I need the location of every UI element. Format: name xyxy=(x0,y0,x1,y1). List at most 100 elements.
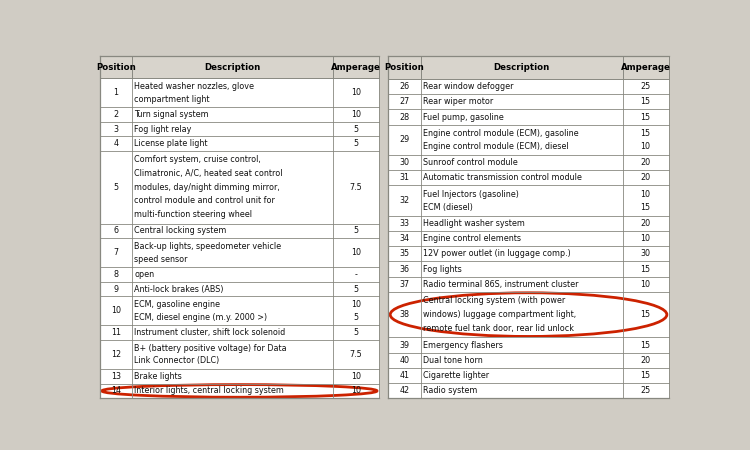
Text: 4: 4 xyxy=(113,139,118,148)
Bar xyxy=(100,297,379,325)
Text: 11: 11 xyxy=(111,328,121,337)
Bar xyxy=(100,224,379,238)
Text: 35: 35 xyxy=(399,249,410,258)
Text: 15: 15 xyxy=(640,112,651,122)
Bar xyxy=(388,231,669,246)
Text: Back-up lights, speedometer vehicle: Back-up lights, speedometer vehicle xyxy=(134,242,281,251)
Text: 25: 25 xyxy=(640,82,651,91)
Text: 10: 10 xyxy=(640,280,651,289)
Bar xyxy=(100,384,379,398)
Text: Description: Description xyxy=(494,63,550,72)
Text: Cigarette lighter: Cigarette lighter xyxy=(423,371,489,380)
Text: 10: 10 xyxy=(111,306,121,315)
Text: 5: 5 xyxy=(353,313,358,322)
Text: 7.5: 7.5 xyxy=(350,183,362,192)
Text: 25: 25 xyxy=(640,386,651,395)
Bar xyxy=(379,54,388,400)
Text: 20: 20 xyxy=(640,356,651,364)
Text: Description: Description xyxy=(204,63,260,72)
Bar xyxy=(388,170,669,185)
Text: 26: 26 xyxy=(399,82,410,91)
Text: Central locking system: Central locking system xyxy=(134,226,226,235)
Bar xyxy=(388,353,669,368)
Text: 30: 30 xyxy=(400,158,410,167)
Text: 6: 6 xyxy=(113,226,118,235)
Bar xyxy=(388,125,669,155)
Bar xyxy=(100,122,379,136)
Text: Engine control module (ECM), diesel: Engine control module (ECM), diesel xyxy=(423,142,568,151)
Text: 5: 5 xyxy=(353,139,358,148)
Text: Turn signal system: Turn signal system xyxy=(134,110,209,119)
Bar xyxy=(100,340,379,369)
Bar xyxy=(100,107,379,122)
Text: 2: 2 xyxy=(113,110,118,119)
Text: 5: 5 xyxy=(353,328,358,337)
Text: 10: 10 xyxy=(351,110,361,119)
Text: 5: 5 xyxy=(113,183,118,192)
Text: compartment light: compartment light xyxy=(134,94,210,104)
Text: 7: 7 xyxy=(113,248,118,257)
Text: Engine control elements: Engine control elements xyxy=(423,234,520,243)
Text: Fog lights: Fog lights xyxy=(423,265,461,274)
Bar xyxy=(388,216,669,231)
Text: 10: 10 xyxy=(351,387,361,396)
Text: 40: 40 xyxy=(400,356,410,364)
Bar xyxy=(94,54,100,400)
Bar xyxy=(100,238,379,267)
Bar xyxy=(100,136,379,151)
Text: modules, day/night dimming mirror,: modules, day/night dimming mirror, xyxy=(134,183,280,192)
Text: 42: 42 xyxy=(399,386,410,395)
Text: 10: 10 xyxy=(351,300,361,309)
Text: Radio system: Radio system xyxy=(423,386,477,395)
Text: 8: 8 xyxy=(113,270,118,279)
Text: 7.5: 7.5 xyxy=(350,350,362,359)
Text: 34: 34 xyxy=(400,234,410,243)
Text: windows) luggage compartment light,: windows) luggage compartment light, xyxy=(423,310,576,319)
Text: Headlight washer system: Headlight washer system xyxy=(423,219,525,228)
Text: 15: 15 xyxy=(640,203,651,212)
Text: 36: 36 xyxy=(400,265,410,274)
Text: 29: 29 xyxy=(399,135,410,144)
Text: Amperage: Amperage xyxy=(331,63,381,72)
Text: Instrument cluster, shift lock solenoid: Instrument cluster, shift lock solenoid xyxy=(134,328,286,337)
Text: speed sensor: speed sensor xyxy=(134,255,188,264)
Text: 10: 10 xyxy=(351,248,361,257)
Bar xyxy=(100,325,379,340)
Text: Position: Position xyxy=(385,63,424,72)
Text: 15: 15 xyxy=(640,310,651,319)
Text: 12: 12 xyxy=(111,350,121,359)
Text: 5: 5 xyxy=(353,226,358,235)
Text: 30: 30 xyxy=(640,249,651,258)
Text: 5: 5 xyxy=(353,125,358,134)
Text: 9: 9 xyxy=(113,284,118,293)
Text: 32: 32 xyxy=(399,196,410,205)
Text: 37: 37 xyxy=(399,280,410,289)
Bar xyxy=(388,94,669,109)
Text: Heated washer nozzles, glove: Heated washer nozzles, glove xyxy=(134,82,254,91)
Text: 10: 10 xyxy=(640,142,651,151)
Text: ECM, gasoline engine: ECM, gasoline engine xyxy=(134,300,220,309)
Text: Automatic transmission control module: Automatic transmission control module xyxy=(423,173,582,182)
Bar xyxy=(100,78,379,107)
Bar xyxy=(100,267,379,282)
Text: 33: 33 xyxy=(400,219,410,228)
Text: Fuel Injectors (gasoline): Fuel Injectors (gasoline) xyxy=(423,189,519,198)
Bar xyxy=(388,277,669,292)
Bar xyxy=(669,54,675,400)
Text: open: open xyxy=(134,270,154,279)
Text: 15: 15 xyxy=(640,97,651,106)
Text: 1: 1 xyxy=(113,88,118,97)
Text: Rear window defogger: Rear window defogger xyxy=(423,82,513,91)
Text: -: - xyxy=(355,270,357,279)
Bar xyxy=(388,155,669,170)
Text: Link Connector (DLC): Link Connector (DLC) xyxy=(134,356,220,365)
Text: 27: 27 xyxy=(399,97,410,106)
Text: 14: 14 xyxy=(111,387,121,396)
Text: 15: 15 xyxy=(640,371,651,380)
Bar xyxy=(388,383,669,398)
Text: 10: 10 xyxy=(640,189,651,198)
Text: Engine control module (ECM), gasoline: Engine control module (ECM), gasoline xyxy=(423,129,578,138)
Text: Brake lights: Brake lights xyxy=(134,372,182,381)
Text: Fog light relay: Fog light relay xyxy=(134,125,192,134)
Bar xyxy=(388,261,669,277)
